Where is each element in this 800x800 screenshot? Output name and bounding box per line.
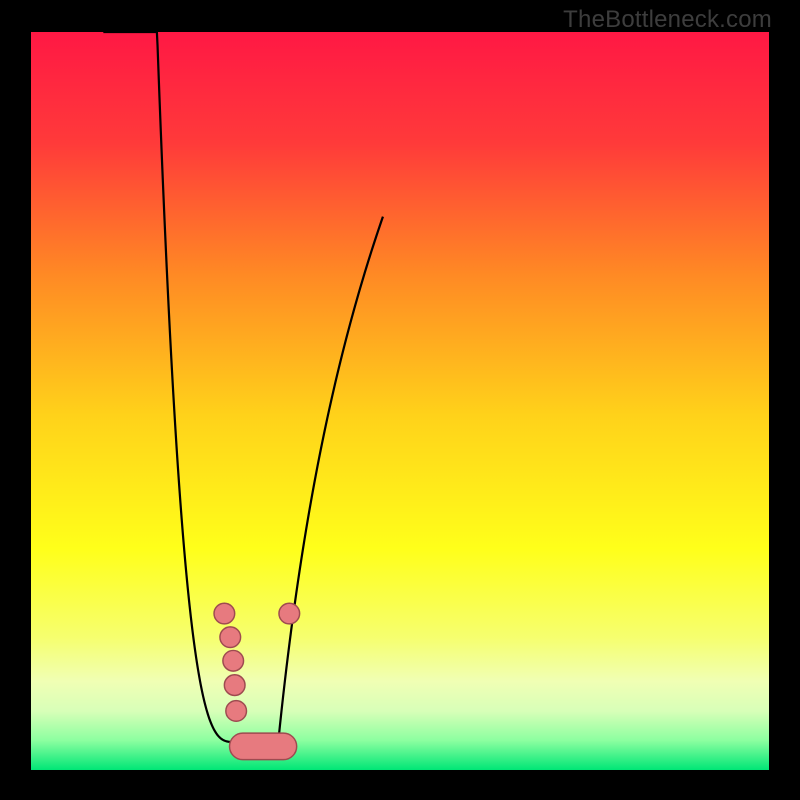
bottom-pill [230,733,297,760]
marker-dot [220,627,241,648]
bottleneck-chart-svg [31,32,769,770]
plot-area [31,32,769,770]
watermark-text: TheBottleneck.com [563,6,772,34]
marker-dot [224,675,245,696]
chart-frame: TheBottleneck.com [0,0,800,800]
gradient-background [31,32,769,770]
marker-dot [279,603,300,624]
marker-dot [226,701,247,722]
marker-dot [214,603,235,624]
marker-group-right [279,603,300,624]
marker-dot [223,650,244,671]
